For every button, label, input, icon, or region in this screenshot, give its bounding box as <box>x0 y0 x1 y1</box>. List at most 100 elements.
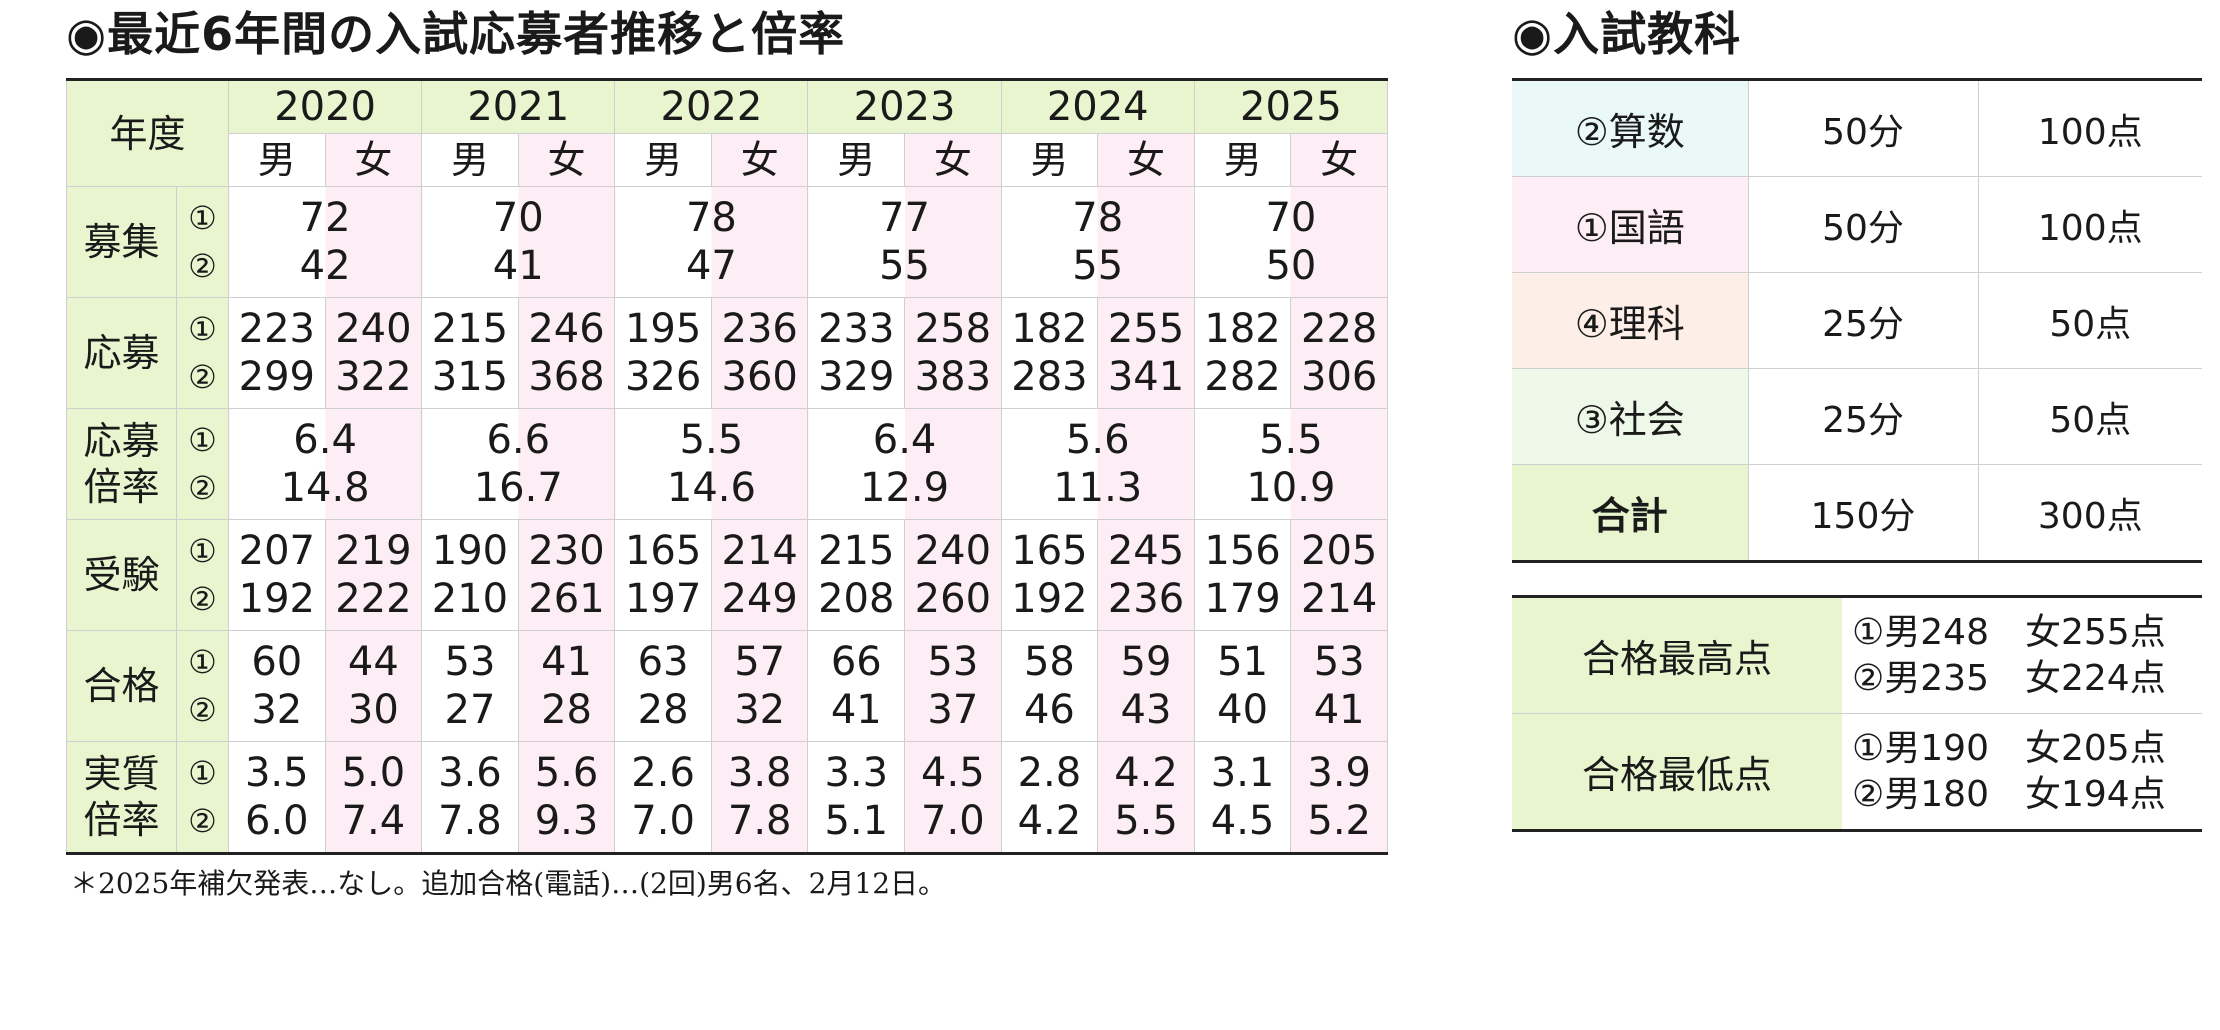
merged-value-cell: 70 41 <box>421 186 616 298</box>
table-row: 実質 倍率 ① ② 3.5 6.0 5.0 7.4 3.6 7.8 5.6 9.3 2.6 7.0 3.8 7… <box>66 741 1388 854</box>
value: 44 <box>347 639 399 685</box>
row-label: 実質 倍率 <box>66 741 177 854</box>
female-value-cell: 3.9 5.2 <box>1290 741 1388 854</box>
female-value-cell: 240 322 <box>324 297 423 409</box>
merged-value-cell: 6.6 16.7 <box>421 408 616 520</box>
value: 236 <box>721 306 798 352</box>
value: 240 <box>914 528 992 574</box>
value: 192 <box>238 576 315 622</box>
value: 233 <box>818 306 895 352</box>
round-marker: ① <box>188 532 217 570</box>
value: 282 <box>1204 354 1281 400</box>
value: 3.1 <box>1210 750 1275 796</box>
male-value-cell: 165 192 <box>1000 519 1099 631</box>
value: 192 <box>1011 576 1088 622</box>
female-value-cell: 5.6 9.3 <box>517 741 616 854</box>
sex-header-row: 男女男女男女男女男女男女 <box>67 133 1388 187</box>
value: 51 <box>1217 639 1269 685</box>
subject-points: 50点 <box>1977 272 2202 369</box>
male-value-cell: 3.5 6.0 <box>228 741 326 854</box>
male-value-cell: 3.1 4.5 <box>1193 741 1292 854</box>
value: 236 <box>1107 576 1185 622</box>
value: 165 <box>624 528 702 574</box>
female-value-cell: 205 214 <box>1290 519 1388 631</box>
subject-time: 50分 <box>1747 176 1978 273</box>
female-header: 女 <box>517 133 616 187</box>
female-value-cell: 5.0 7.4 <box>324 741 423 854</box>
value: 10.9 <box>1246 465 1336 511</box>
value: 240 <box>335 306 412 352</box>
year-header: 2022 <box>614 79 809 134</box>
year-header: 2024 <box>1000 79 1195 134</box>
year-header: 2025 <box>1193 79 1389 134</box>
female-value-cell: 228 306 <box>1290 297 1388 409</box>
value: 47 <box>685 243 737 289</box>
value: 5.2 <box>1307 798 1371 844</box>
value: 165 <box>1011 528 1088 574</box>
female-value-cell: 41 28 <box>517 630 616 742</box>
value: 7.8 <box>438 798 502 844</box>
value: 53 <box>1313 639 1365 685</box>
value: 315 <box>431 354 509 400</box>
value: 59 <box>1120 639 1172 685</box>
value: 57 <box>734 639 786 685</box>
value: 55 <box>1072 243 1124 289</box>
row-label: 受験 <box>66 519 177 631</box>
male-value-cell: 165 197 <box>614 519 712 631</box>
value: 230 <box>528 528 605 574</box>
value: 197 <box>624 576 702 622</box>
female-value-cell: 44 30 <box>324 630 423 742</box>
value: 210 <box>431 576 509 622</box>
value: 245 <box>1107 528 1185 574</box>
value: 43 <box>1120 687 1172 733</box>
value: 55 <box>879 243 931 289</box>
value: 261 <box>528 576 605 622</box>
female-value-cell: 230 261 <box>517 519 616 631</box>
male-value-cell: 63 28 <box>614 630 712 742</box>
merged-value-cell: 5.5 10.9 <box>1193 408 1389 520</box>
subject-time: 150分 <box>1747 464 1978 562</box>
value: 41 <box>492 243 544 289</box>
round-marker: ① <box>188 643 217 681</box>
male-header: 男 <box>1193 133 1292 187</box>
value: 5.1 <box>824 798 889 844</box>
female-value-cell: 4.5 7.0 <box>904 741 1002 854</box>
value: 258 <box>914 306 992 352</box>
value: 28 <box>637 687 689 733</box>
value: 60 <box>251 639 303 685</box>
male-value-cell: 190 210 <box>421 519 519 631</box>
male-value-cell: 182 282 <box>1193 297 1292 409</box>
value: 214 <box>1301 576 1378 622</box>
value: 156 <box>1204 528 1281 574</box>
value: 3.3 <box>824 750 889 796</box>
value: 341 <box>1107 354 1185 400</box>
female-value-cell: 59 43 <box>1097 630 1195 742</box>
value: 30 <box>347 687 399 733</box>
value: 2.6 <box>631 750 695 796</box>
value: 283 <box>1011 354 1088 400</box>
male-header: 男 <box>614 133 712 187</box>
passing-line: ①男190 女205点 <box>1852 727 2166 769</box>
merged-value-cell: 6.4 12.9 <box>807 408 1002 520</box>
round-marker: ① <box>188 754 217 792</box>
male-header: 男 <box>1000 133 1099 187</box>
value: 249 <box>721 576 798 622</box>
subject-row: ③社会 25分 50点 <box>1512 368 2202 465</box>
value: 14.6 <box>666 465 756 511</box>
female-value-cell: 240 260 <box>904 519 1002 631</box>
table-row: 募集 ① ② 72 42 70 41 78 47 77 55 78 55 70 50 <box>66 186 1389 298</box>
female-value-cell: 246 368 <box>517 297 616 409</box>
value: 50 <box>1265 243 1317 289</box>
male-value-cell: 3.3 5.1 <box>807 741 906 854</box>
value: 42 <box>299 243 351 289</box>
male-value-cell: 207 192 <box>228 519 326 631</box>
subject-points: 100点 <box>1977 176 2202 273</box>
value: 195 <box>624 306 702 352</box>
row-label-line: 受験 <box>83 553 160 597</box>
value: 322 <box>335 354 412 400</box>
year-header: 2023 <box>807 79 1002 134</box>
row-label-line: 実質 <box>83 752 160 796</box>
